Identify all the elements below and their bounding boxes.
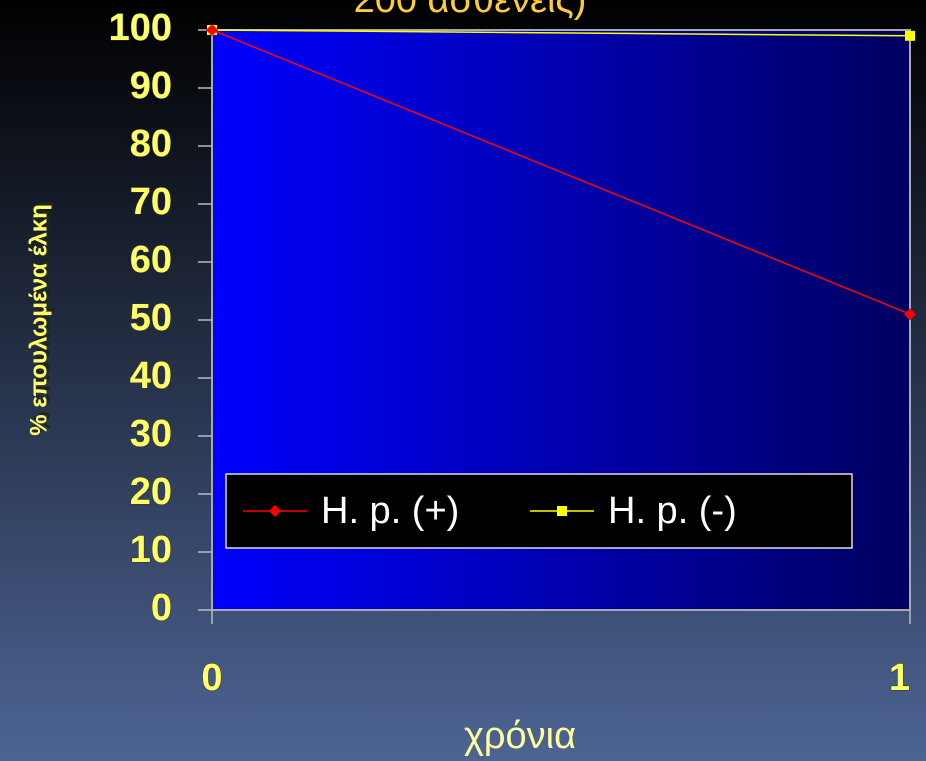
y-tick-label: 60 [130,239,172,281]
marker [557,506,567,516]
y-tick-label: 40 [130,355,172,397]
marker [269,505,281,517]
series-line [211,29,911,315]
y-axis-label: % επουλωμένα έλκη [25,204,52,436]
legend: H. p. (+) H. p. (-) [225,473,853,549]
x-axis-label: χρόνια [464,715,576,757]
x-tick-label: 1 [889,657,910,699]
marker [206,24,218,36]
marker [905,30,915,41]
legend-label: H. p. (+) [321,490,459,532]
series-line [211,29,911,37]
chart-title: 200 ασθενείς) [354,0,587,21]
x-tick-label: 0 [201,657,222,699]
marker [904,308,916,321]
y-tick-label: 70 [130,181,172,223]
y-tick-label: 30 [130,413,172,455]
y-tick-label: 0 [151,587,172,629]
y-tick-label: 100 [109,7,172,49]
legend-label: H. p. (-) [608,490,737,532]
y-tick-label: 10 [130,529,172,571]
y-tick-label: 20 [130,471,172,513]
y-tick-label: 80 [130,123,172,165]
y-tick-label: 50 [130,297,172,339]
y-tick-label: 90 [130,65,172,107]
